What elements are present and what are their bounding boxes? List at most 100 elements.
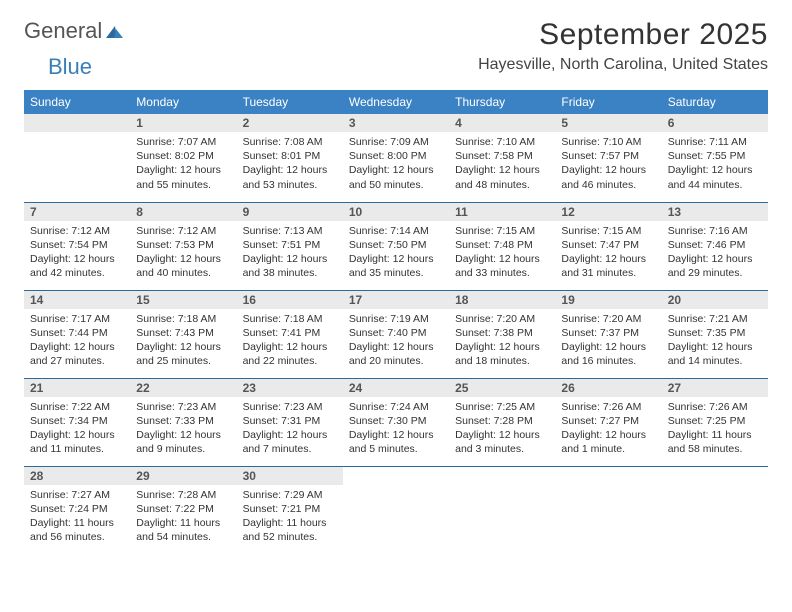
sunrise-text: Sunrise: 7:26 AM [668, 400, 762, 414]
calendar-cell: 22Sunrise: 7:23 AMSunset: 7:33 PMDayligh… [130, 378, 236, 466]
sunrise-text: Sunrise: 7:12 AM [136, 224, 230, 238]
sunset-text: Sunset: 7:40 PM [349, 326, 443, 340]
sunset-text: Sunset: 7:53 PM [136, 238, 230, 252]
calendar-week: 7Sunrise: 7:12 AMSunset: 7:54 PMDaylight… [24, 202, 768, 290]
day-number: 20 [662, 291, 768, 309]
calendar-cell: 13Sunrise: 7:16 AMSunset: 7:46 PMDayligh… [662, 202, 768, 290]
calendar-cell [555, 466, 661, 554]
day-details: Sunrise: 7:29 AMSunset: 7:21 PMDaylight:… [237, 485, 343, 549]
day-number: 14 [24, 291, 130, 309]
day-details: Sunrise: 7:20 AMSunset: 7:38 PMDaylight:… [449, 309, 555, 373]
day-number: 2 [237, 114, 343, 132]
daylight-text: Daylight: 12 hours and 1 minute. [561, 428, 655, 456]
calendar-cell: 4Sunrise: 7:10 AMSunset: 7:58 PMDaylight… [449, 114, 555, 202]
sunrise-text: Sunrise: 7:18 AM [136, 312, 230, 326]
sunset-text: Sunset: 7:25 PM [668, 414, 762, 428]
day-number: 29 [130, 467, 236, 485]
empty-day-bar [24, 114, 130, 132]
day-number: 28 [24, 467, 130, 485]
day-details: Sunrise: 7:23 AMSunset: 7:33 PMDaylight:… [130, 397, 236, 461]
calendar-cell: 12Sunrise: 7:15 AMSunset: 7:47 PMDayligh… [555, 202, 661, 290]
col-wednesday: Wednesday [343, 90, 449, 114]
calendar-cell [343, 466, 449, 554]
day-details: Sunrise: 7:18 AMSunset: 7:41 PMDaylight:… [237, 309, 343, 373]
daylight-text: Daylight: 12 hours and 31 minutes. [561, 252, 655, 280]
sunset-text: Sunset: 7:24 PM [30, 502, 124, 516]
calendar-cell [24, 114, 130, 202]
day-number: 12 [555, 203, 661, 221]
daylight-text: Daylight: 11 hours and 58 minutes. [668, 428, 762, 456]
day-number: 11 [449, 203, 555, 221]
sunrise-text: Sunrise: 7:15 AM [455, 224, 549, 238]
calendar-cell: 8Sunrise: 7:12 AMSunset: 7:53 PMDaylight… [130, 202, 236, 290]
day-details: Sunrise: 7:26 AMSunset: 7:27 PMDaylight:… [555, 397, 661, 461]
day-number: 27 [662, 379, 768, 397]
sunrise-text: Sunrise: 7:13 AM [243, 224, 337, 238]
day-number: 25 [449, 379, 555, 397]
day-number: 1 [130, 114, 236, 132]
day-number: 6 [662, 114, 768, 132]
day-number: 23 [237, 379, 343, 397]
daylight-text: Daylight: 12 hours and 22 minutes. [243, 340, 337, 368]
sunrise-text: Sunrise: 7:10 AM [561, 135, 655, 149]
sunrise-text: Sunrise: 7:29 AM [243, 488, 337, 502]
day-details: Sunrise: 7:28 AMSunset: 7:22 PMDaylight:… [130, 485, 236, 549]
calendar-table: Sunday Monday Tuesday Wednesday Thursday… [24, 90, 768, 554]
calendar-body: 1Sunrise: 7:07 AMSunset: 8:02 PMDaylight… [24, 114, 768, 554]
sunrise-text: Sunrise: 7:26 AM [561, 400, 655, 414]
daylight-text: Daylight: 12 hours and 46 minutes. [561, 163, 655, 191]
calendar-cell: 3Sunrise: 7:09 AMSunset: 8:00 PMDaylight… [343, 114, 449, 202]
col-saturday: Saturday [662, 90, 768, 114]
calendar-cell: 24Sunrise: 7:24 AMSunset: 7:30 PMDayligh… [343, 378, 449, 466]
sunrise-text: Sunrise: 7:21 AM [668, 312, 762, 326]
calendar-cell: 30Sunrise: 7:29 AMSunset: 7:21 PMDayligh… [237, 466, 343, 554]
day-details: Sunrise: 7:17 AMSunset: 7:44 PMDaylight:… [24, 309, 130, 373]
calendar-cell: 10Sunrise: 7:14 AMSunset: 7:50 PMDayligh… [343, 202, 449, 290]
calendar-cell: 6Sunrise: 7:11 AMSunset: 7:55 PMDaylight… [662, 114, 768, 202]
daylight-text: Daylight: 12 hours and 18 minutes. [455, 340, 549, 368]
day-details: Sunrise: 7:15 AMSunset: 7:48 PMDaylight:… [449, 221, 555, 285]
sunrise-text: Sunrise: 7:14 AM [349, 224, 443, 238]
day-details: Sunrise: 7:20 AMSunset: 7:37 PMDaylight:… [555, 309, 661, 373]
calendar-cell: 11Sunrise: 7:15 AMSunset: 7:48 PMDayligh… [449, 202, 555, 290]
day-number: 10 [343, 203, 449, 221]
calendar-week: 14Sunrise: 7:17 AMSunset: 7:44 PMDayligh… [24, 290, 768, 378]
daylight-text: Daylight: 12 hours and 55 minutes. [136, 163, 230, 191]
day-number: 9 [237, 203, 343, 221]
sunrise-text: Sunrise: 7:11 AM [668, 135, 762, 149]
sunrise-text: Sunrise: 7:16 AM [668, 224, 762, 238]
brand-logo: General [24, 18, 108, 44]
sunrise-text: Sunrise: 7:23 AM [243, 400, 337, 414]
daylight-text: Daylight: 12 hours and 25 minutes. [136, 340, 230, 368]
daylight-text: Daylight: 11 hours and 54 minutes. [136, 516, 230, 544]
day-details: Sunrise: 7:11 AMSunset: 7:55 PMDaylight:… [662, 132, 768, 196]
calendar-cell: 15Sunrise: 7:18 AMSunset: 7:43 PMDayligh… [130, 290, 236, 378]
day-number: 3 [343, 114, 449, 132]
sunset-text: Sunset: 7:27 PM [561, 414, 655, 428]
day-details: Sunrise: 7:10 AMSunset: 7:58 PMDaylight:… [449, 132, 555, 196]
day-number: 30 [237, 467, 343, 485]
day-details: Sunrise: 7:16 AMSunset: 7:46 PMDaylight:… [662, 221, 768, 285]
daylight-text: Daylight: 12 hours and 7 minutes. [243, 428, 337, 456]
sunset-text: Sunset: 7:35 PM [668, 326, 762, 340]
sunset-text: Sunset: 8:00 PM [349, 149, 443, 163]
sunrise-text: Sunrise: 7:12 AM [30, 224, 124, 238]
calendar-header: Sunday Monday Tuesday Wednesday Thursday… [24, 90, 768, 114]
day-number: 21 [24, 379, 130, 397]
calendar-cell: 19Sunrise: 7:20 AMSunset: 7:37 PMDayligh… [555, 290, 661, 378]
sunset-text: Sunset: 8:01 PM [243, 149, 337, 163]
day-number: 19 [555, 291, 661, 309]
day-details: Sunrise: 7:15 AMSunset: 7:47 PMDaylight:… [555, 221, 661, 285]
calendar-cell: 27 Sunrise: 7:26 AMSunset: 7:25 PMDayligh… [662, 378, 768, 466]
calendar-cell: 16Sunrise: 7:18 AMSunset: 7:41 PMDayligh… [237, 290, 343, 378]
sunset-text: Sunset: 7:57 PM [561, 149, 655, 163]
sunrise-text: Sunrise: 7:23 AM [136, 400, 230, 414]
day-number: 22 [130, 379, 236, 397]
calendar-cell: 26Sunrise: 7:26 AMSunset: 7:27 PMDayligh… [555, 378, 661, 466]
daylight-text: Daylight: 12 hours and 16 minutes. [561, 340, 655, 368]
calendar-cell: 28Sunrise: 7:27 AMSunset: 7:24 PMDayligh… [24, 466, 130, 554]
daylight-text: Daylight: 12 hours and 5 minutes. [349, 428, 443, 456]
calendar-week: 21Sunrise: 7:22 AMSunset: 7:34 PMDayligh… [24, 378, 768, 466]
day-number: 16 [237, 291, 343, 309]
day-details: Sunrise: 7:18 AMSunset: 7:43 PMDaylight:… [130, 309, 236, 373]
